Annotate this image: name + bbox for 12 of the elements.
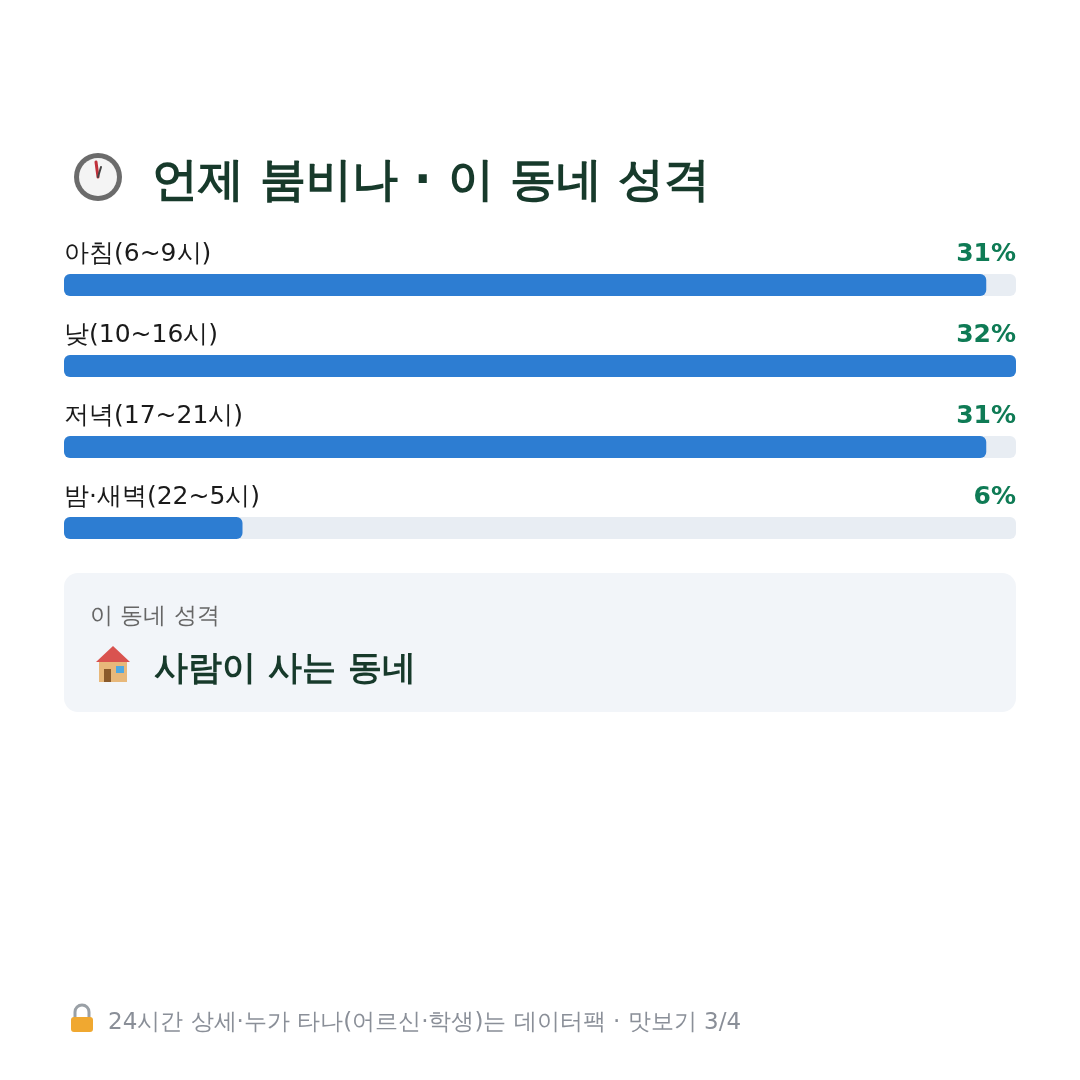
y-tick-label: 밤·새벽(22~5시) bbox=[64, 481, 261, 510]
data-label: 6% bbox=[973, 481, 1016, 510]
text: 24시간 상세·누가 타나(어르신·학생)는 데이터팩 · 맛보기 3/4 bbox=[108, 1008, 742, 1034]
chart-title: 언제 붐비나 · 이 동네 성격 bbox=[152, 152, 710, 206]
data-label: 32% bbox=[956, 319, 1016, 348]
text: 이 동네 성격 bbox=[90, 602, 220, 628]
text: 사람이 사는 동네 bbox=[154, 647, 416, 687]
data-label: 31% bbox=[956, 400, 1016, 429]
y-tick-label: 저녁(17~21시) bbox=[64, 400, 244, 429]
y-tick-label: 아침(6~9시) bbox=[64, 238, 212, 267]
y-tick-label: 낮(10~16시) bbox=[64, 319, 219, 348]
data-label: 31% bbox=[956, 238, 1016, 267]
